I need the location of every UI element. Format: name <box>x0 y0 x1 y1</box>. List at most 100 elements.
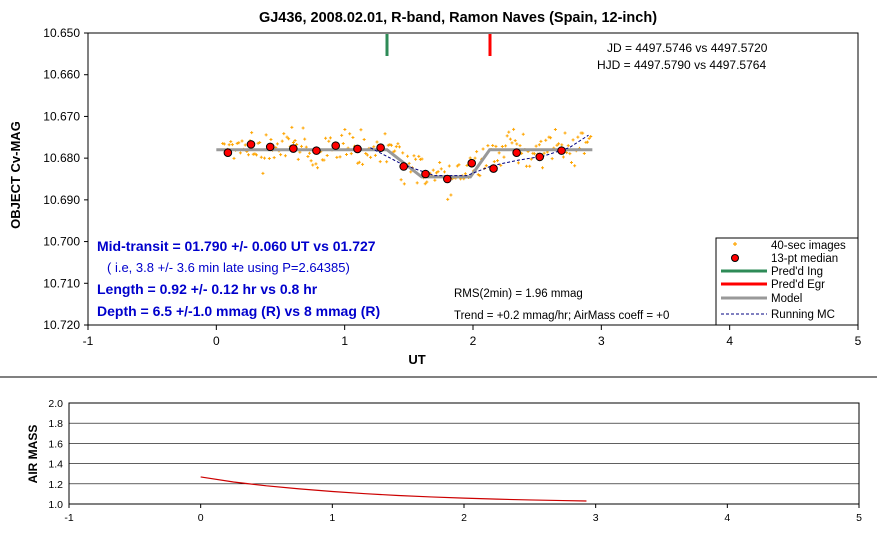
image-point <box>372 145 376 149</box>
image-point <box>389 143 393 147</box>
image-point <box>295 142 299 146</box>
image-point <box>227 143 231 147</box>
image-point <box>415 181 419 185</box>
image-point <box>237 141 241 145</box>
image-point <box>279 153 283 157</box>
main-y-tick-label: 10.660 <box>43 68 80 82</box>
airmass-y-tick-label: 1.4 <box>48 459 63 471</box>
main-x-tick-label: 1 <box>341 334 348 348</box>
image-point <box>349 152 353 156</box>
image-point <box>299 144 303 148</box>
trend-annotation: Trend = +0.2 mmag/hr; AirMass coeff = +0 <box>454 310 669 322</box>
image-point <box>455 164 459 168</box>
image-point <box>327 139 331 143</box>
image-point <box>492 160 496 164</box>
main-y-tick-label: 10.710 <box>43 276 80 290</box>
image-point <box>322 158 326 162</box>
image-point <box>398 145 402 149</box>
image-point <box>293 138 297 142</box>
image-point <box>364 152 368 156</box>
hjd-annotation: HJD = 4497.5790 vs 4497.5764 <box>597 58 766 72</box>
main-x-axis-label: UT <box>408 352 425 367</box>
median-point <box>331 141 340 150</box>
image-point <box>438 161 442 165</box>
main-y-tick-label: 10.690 <box>43 193 80 207</box>
image-point <box>497 151 501 155</box>
image-point <box>344 153 348 157</box>
mid-transit-text: Mid-transit = 01.790 +/- 0.060 UT vs 01.… <box>97 238 376 254</box>
image-point <box>508 137 512 141</box>
image-point <box>420 157 424 161</box>
image-point <box>515 142 519 146</box>
image-point <box>549 136 553 140</box>
image-point <box>553 128 557 132</box>
image-point <box>569 160 573 164</box>
image-point <box>484 164 488 168</box>
main-x-tick-label: 0 <box>213 334 220 348</box>
main-y-tick-label: 10.680 <box>43 151 80 165</box>
image-point <box>406 154 410 158</box>
image-point <box>356 161 360 165</box>
median-point <box>223 148 233 158</box>
main-y-tick-label: 10.650 <box>43 26 80 40</box>
airmass-y-tick-label: 1.6 <box>48 438 63 450</box>
image-point <box>555 143 559 147</box>
image-point <box>258 141 262 145</box>
image-point <box>359 128 363 132</box>
image-point <box>282 132 286 136</box>
image-point <box>447 164 451 168</box>
image-point <box>306 154 310 158</box>
median-point <box>557 146 566 155</box>
main-legend: 40-sec images 13-pt median Pred'd Ing Pr… <box>715 237 859 326</box>
image-point <box>436 170 440 174</box>
median-point <box>353 144 362 154</box>
airmass-y-tick-label: 1.8 <box>48 418 63 430</box>
legend-model-label: Model <box>771 293 802 305</box>
image-point <box>362 137 366 141</box>
main-y-axis-label: OBJECT Cv-MAG <box>8 121 23 229</box>
length-annotation: Length = 0.92 +/- 0.12 hr vs 0.8 hr <box>97 281 318 297</box>
image-point <box>412 154 416 158</box>
image-point <box>557 142 561 146</box>
late-note-annotation: ( i.e, 3.8 +/- 3.6 min late using P=2.64… <box>107 260 350 275</box>
image-point <box>280 139 284 143</box>
airmass-x-tick-label: 5 <box>856 512 862 524</box>
image-point <box>401 151 405 155</box>
image-point <box>473 156 477 160</box>
image-point <box>499 163 503 167</box>
image-point <box>425 180 429 184</box>
legend-median-label: 13-pt median <box>771 253 838 265</box>
airmass-x-tick-label: 2 <box>461 512 467 524</box>
median-point <box>399 162 409 171</box>
image-point <box>238 151 242 155</box>
image-point <box>341 141 345 145</box>
image-point <box>283 154 287 158</box>
image-point <box>246 153 250 157</box>
legend-box <box>715 237 859 326</box>
jd-annotation: JD = 4497.5746 vs 4497.5720 <box>607 41 768 55</box>
image-point <box>275 142 279 146</box>
image-point <box>348 132 352 136</box>
image-point <box>394 145 398 149</box>
image-point <box>316 166 320 170</box>
image-point <box>361 162 365 166</box>
median-point <box>443 174 452 184</box>
airmass-x-tick-label: 0 <box>198 512 204 524</box>
image-point <box>443 170 447 174</box>
image-point <box>587 137 591 141</box>
image-point <box>357 160 361 164</box>
image-point <box>568 152 572 156</box>
image-point <box>481 147 485 151</box>
image-point <box>533 152 536 156</box>
main-x-tick-label: 4 <box>726 334 733 348</box>
image-point <box>541 166 545 170</box>
image-point <box>343 128 347 132</box>
image-point <box>513 139 517 143</box>
main-x-tick-label: 3 <box>598 334 605 348</box>
main-y-tick-label: 10.670 <box>43 109 80 123</box>
image-point <box>573 164 577 168</box>
image-point <box>285 135 289 139</box>
legend-images-symbol <box>733 242 737 246</box>
legend-running-mc-label: Running MC <box>771 309 835 321</box>
median-point <box>246 140 256 149</box>
